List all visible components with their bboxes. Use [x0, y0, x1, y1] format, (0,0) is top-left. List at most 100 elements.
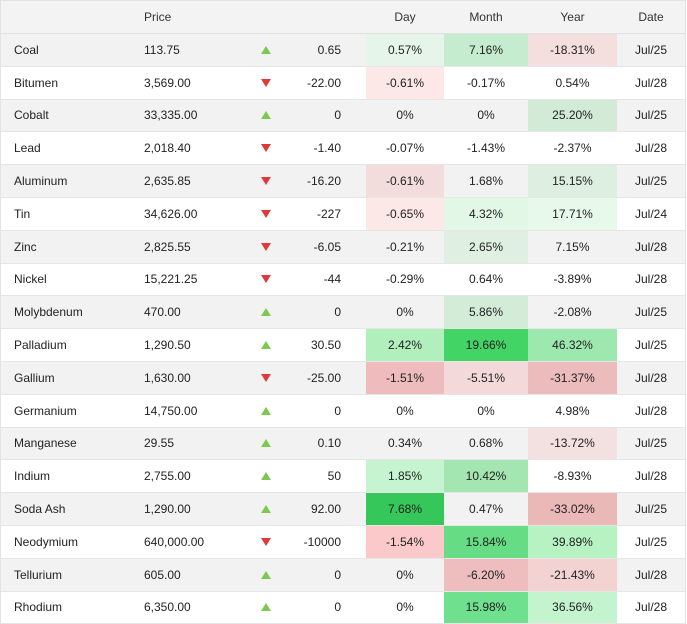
commodity-name-link[interactable]: Indium: [14, 469, 51, 484]
table-row[interactable]: Gallium 1,630.00 -25.00 -1.51% -5.51% -3…: [1, 361, 685, 395]
date-cell: Jul/28: [634, 567, 668, 582]
direction-cell: [241, 231, 291, 263]
commodity-name-link[interactable]: Aluminum: [14, 174, 68, 189]
header-name[interactable]: [1, 1, 131, 33]
change-cell: 92.00: [310, 502, 341, 517]
month-change-cell: 10.42%: [444, 460, 528, 493]
day-change-cell: -0.61%: [366, 66, 444, 99]
day-change-cell: 0%: [396, 567, 414, 582]
price-cell: 1,290.00: [144, 502, 191, 517]
change-cell: 0: [334, 600, 341, 615]
direction-cell: [241, 34, 291, 66]
year-change-cell: 36.56%: [528, 591, 617, 624]
commodity-name-link[interactable]: Bitumen: [14, 75, 59, 90]
table-row[interactable]: Tin 34,626.00 -227 -0.65% 4.32% 17.71% J…: [1, 197, 685, 231]
commodity-name-link[interactable]: Lead: [14, 141, 41, 156]
change-cell: 30.50: [310, 338, 341, 353]
table-row[interactable]: Soda Ash 1,290.00 92.00 7.68% 0.47% -33.…: [1, 493, 685, 526]
table-row[interactable]: Rhodium 6,350.00 0 0% 15.98% 36.56% Jul/…: [1, 591, 685, 624]
date-cell: Jul/28: [634, 469, 668, 484]
up-arrow-icon: [261, 45, 271, 54]
direction-cell: [241, 132, 291, 164]
table-row[interactable]: Zinc 2,825.55 -6.05 -0.21% 2.65% 7.15% J…: [1, 230, 685, 264]
commodity-name-link[interactable]: Tellurium: [14, 567, 63, 582]
header-year[interactable]: Year: [560, 10, 585, 24]
header-day[interactable]: Day: [394, 10, 416, 24]
table-row[interactable]: Germanium 14,750.00 0 0% 0% 4.98% Jul/28: [1, 395, 685, 428]
day-change-cell: -1.51%: [366, 361, 444, 394]
commodity-name-link[interactable]: Tin: [14, 206, 31, 221]
header-month[interactable]: Month: [469, 10, 503, 24]
date-cell: Jul/25: [634, 42, 668, 57]
year-change-cell: 4.98%: [555, 403, 590, 418]
day-change-cell: 0.34%: [387, 436, 423, 451]
table-header: Price Day Month Year Date: [1, 1, 685, 34]
month-change-cell: 15.84%: [444, 525, 528, 558]
change-cell: -1.40: [313, 141, 341, 156]
up-arrow-icon: [261, 111, 271, 120]
table-row[interactable]: Nickel 15,221.25 -44 -0.29% 0.64% -3.89%…: [1, 264, 685, 297]
year-change-cell: 15.15%: [528, 165, 617, 197]
commodity-name-link[interactable]: Gallium: [14, 370, 55, 385]
commodity-name-link[interactable]: Soda Ash: [14, 502, 66, 517]
commodity-name-link[interactable]: Coal: [14, 42, 39, 57]
day-change-cell: 0%: [396, 305, 414, 320]
commodity-name-link[interactable]: Neodymium: [14, 534, 79, 549]
table-row[interactable]: Palladium 1,290.50 30.50 2.42% 19.66% 46…: [1, 329, 685, 362]
table-row[interactable]: Tellurium 605.00 0 0% -6.20% -21.43% Jul…: [1, 558, 685, 592]
header-arrow: [241, 1, 291, 33]
month-change-cell: -6.20%: [444, 558, 528, 591]
year-change-cell: -31.37%: [528, 361, 617, 394]
table-row[interactable]: Bitumen 3,569.00 -22.00 -0.61% -0.17% 0.…: [1, 66, 685, 100]
table-row[interactable]: Aluminum 2,635.85 -16.20 -0.61% 1.68% 15…: [1, 165, 685, 198]
month-change-cell: 0.64%: [468, 272, 504, 287]
price-cell: 640,000.00: [144, 534, 205, 549]
month-change-cell: 2.65%: [444, 230, 528, 263]
down-arrow-icon: [261, 242, 271, 251]
price-cell: 2,755.00: [144, 469, 191, 484]
year-change-cell: -21.43%: [528, 558, 617, 591]
commodity-name-link[interactable]: Zinc: [14, 239, 37, 254]
year-change-cell: -8.93%: [553, 469, 592, 484]
header-change[interactable]: [291, 1, 366, 33]
month-change-cell: 0%: [477, 108, 495, 123]
commodity-name-link[interactable]: Rhodium: [14, 600, 63, 615]
commodity-name-link[interactable]: Manganese: [14, 436, 77, 451]
down-arrow-icon: [261, 209, 271, 218]
direction-cell: [241, 395, 291, 427]
table-row[interactable]: Cobalt 33,335.00 0 0% 0% 25.20% Jul/25: [1, 99, 685, 133]
table-row[interactable]: Manganese 29.55 0.10 0.34% 0.68% -13.72%…: [1, 427, 685, 461]
commodity-name-link[interactable]: Germanium: [14, 403, 77, 418]
day-change-cell: -1.54%: [366, 525, 444, 558]
date-cell: Jul/25: [634, 174, 668, 189]
commodity-name-link[interactable]: Molybdenum: [14, 305, 83, 320]
date-cell: Jul/24: [634, 206, 668, 221]
day-change-cell: -0.07%: [385, 141, 425, 156]
direction-cell: [241, 67, 291, 99]
commodity-name-link[interactable]: Palladium: [14, 338, 67, 353]
year-change-cell: 7.15%: [555, 239, 590, 254]
table-row[interactable]: Lead 2,018.40 -1.40 -0.07% -1.43% -2.37%…: [1, 132, 685, 166]
table-row[interactable]: Molybdenum 470.00 0 0% 5.86% -2.08% Jul/…: [1, 296, 685, 330]
commodity-name-link[interactable]: Cobalt: [14, 108, 49, 123]
commodity-name-link[interactable]: Nickel: [14, 272, 47, 287]
price-cell: 2,635.85: [144, 174, 191, 189]
table-row[interactable]: Indium 2,755.00 50 1.85% 10.42% -8.93% J…: [1, 460, 685, 494]
header-date[interactable]: Date: [638, 10, 664, 24]
table-row[interactable]: Coal 113.75 0.65 0.57% 7.16% -18.31% Jul…: [1, 34, 685, 67]
price-cell: 470.00: [144, 305, 181, 320]
year-change-cell: 39.89%: [528, 525, 617, 558]
day-change-cell: 0%: [396, 600, 414, 615]
change-cell: -22.00: [306, 75, 341, 90]
day-change-cell: 0%: [396, 108, 414, 123]
header-price[interactable]: Price: [144, 10, 172, 24]
up-arrow-icon: [261, 505, 271, 514]
direction-cell: [241, 526, 291, 558]
price-cell: 2,825.55: [144, 239, 191, 254]
year-change-cell: -18.31%: [528, 34, 617, 66]
table-body: Coal 113.75 0.65 0.57% 7.16% -18.31% Jul…: [1, 34, 685, 624]
date-cell: Jul/28: [634, 272, 668, 287]
table-row[interactable]: Neodymium 640,000.00 -10000 -1.54% 15.84…: [1, 525, 685, 559]
change-cell: 0.65: [317, 42, 341, 57]
